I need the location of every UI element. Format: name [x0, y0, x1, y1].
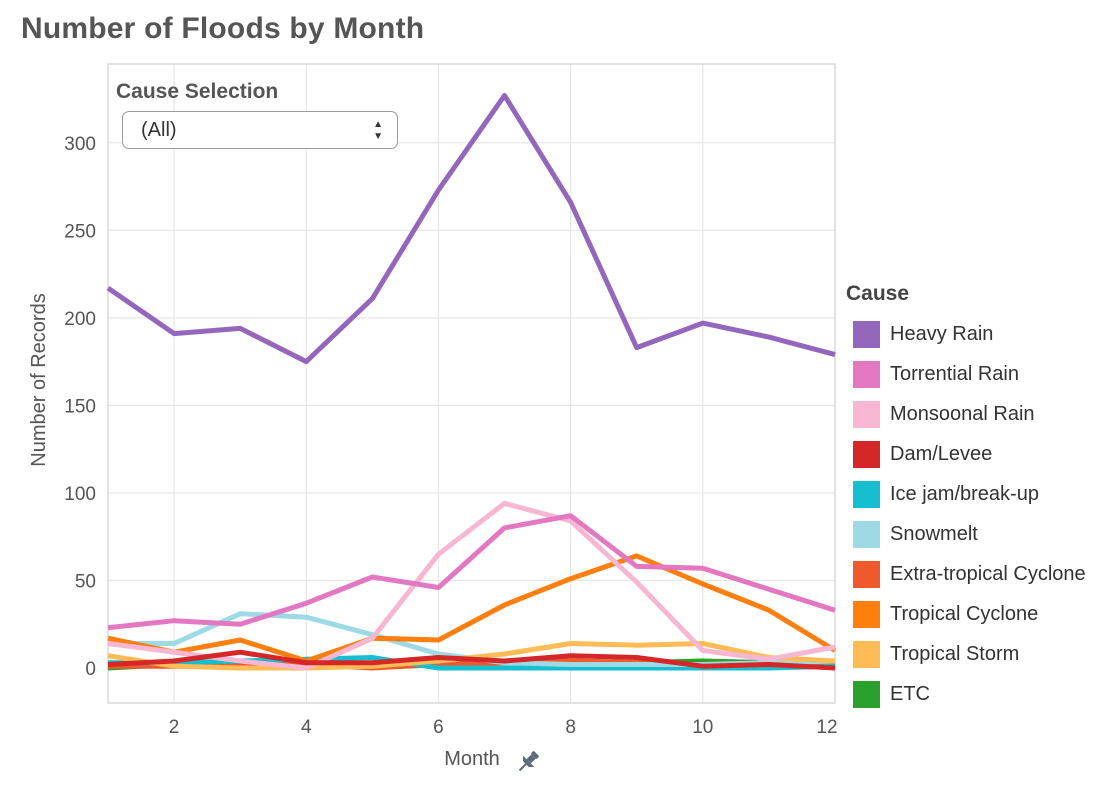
legend-swatch — [853, 320, 880, 348]
series-line-tropical-cyclone[interactable] — [107, 553, 837, 664]
legend-label: Tropical Storm — [890, 642, 1020, 665]
legend-swatch — [853, 480, 880, 508]
legend-item-ice-jam-break-up[interactable]: Ice jam/break-up — [846, 474, 1086, 514]
pin-icon[interactable] — [514, 748, 542, 781]
y-axis-label: Number of Records — [28, 293, 50, 466]
legend: Cause Heavy Rain Torrential Rain Monsoonal… — [846, 282, 1086, 714]
y-tick-label: 200 — [64, 309, 96, 330]
series-line-torrential-rain[interactable] — [107, 513, 836, 631]
series-line-dam-levee[interactable] — [107, 649, 836, 671]
legend-label: ETC — [890, 682, 930, 705]
legend-item-heavy-rain[interactable]: Heavy Rain — [846, 314, 1086, 354]
legend-label: Monsoonal Rain — [890, 402, 1035, 425]
x-tick-label: 6 — [433, 717, 444, 738]
cause-select-value: (All) — [141, 119, 177, 141]
series-line-monsoonal-rain[interactable] — [107, 500, 836, 671]
legend-swatch — [853, 680, 880, 708]
chart-title: Number of Floods by Month — [21, 12, 425, 45]
legend-swatch — [853, 400, 880, 428]
legend-item-tropical-cyclone[interactable]: Tropical Cyclone — [846, 594, 1086, 634]
legend-item-dam-levee[interactable]: Dam/Levee — [846, 434, 1086, 474]
legend-label: Torrential Rain — [890, 362, 1019, 385]
legend-item-monsoonal-rain[interactable]: Monsoonal Rain — [846, 394, 1086, 434]
legend-label: Snowmelt — [890, 522, 978, 545]
series-lines — [106, 93, 837, 671]
x-tick-label: 10 — [692, 717, 713, 738]
series-line-heavy-rain[interactable] — [106, 93, 836, 365]
legend-label: Ice jam/break-up — [890, 482, 1039, 505]
x-tick-label: 12 — [816, 717, 837, 738]
y-tick-label: 150 — [64, 396, 96, 417]
x-axis-label: Month — [444, 748, 500, 770]
legend-label: Extra-tropical Cyclone — [890, 562, 1086, 585]
y-tick-label: 250 — [64, 221, 96, 242]
cause-filter: Cause Selection (All) ▲ ▼ — [116, 80, 398, 149]
legend-item-extra-tropical-cyclone[interactable]: Extra-tropical Cyclone — [846, 554, 1086, 594]
filter-label: Cause Selection — [116, 80, 279, 103]
x-tick-label: 8 — [565, 717, 576, 738]
legend-item-tropical-storm[interactable]: Tropical Storm — [846, 634, 1086, 674]
legend-swatch — [853, 600, 880, 628]
y-tick-label: 50 — [75, 571, 96, 592]
legend-swatch — [853, 640, 880, 668]
x-tick-label: 4 — [301, 717, 312, 738]
legend-label: Tropical Cyclone — [890, 602, 1039, 625]
legend-swatch — [853, 440, 880, 468]
legend-item-snowmelt[interactable]: Snowmelt — [846, 514, 1086, 554]
legend-swatch — [853, 360, 880, 388]
cause-select[interactable]: (All) ▲ ▼ — [122, 111, 398, 149]
y-tick-label: 0 — [85, 659, 96, 680]
legend-items: Heavy Rain Torrential Rain Monsoonal Rain D… — [846, 314, 1086, 714]
legend-item-torrential-rain[interactable]: Torrential Rain — [846, 354, 1086, 394]
legend-label: Dam/Levee — [890, 442, 993, 465]
legend-swatch — [853, 560, 880, 588]
legend-title: Cause — [846, 282, 910, 305]
gridlines — [108, 64, 836, 703]
legend-swatch — [853, 520, 880, 548]
x-tick-label: 2 — [169, 717, 180, 738]
select-arrows-icon: ▲ ▼ — [373, 119, 383, 142]
y-tick-label: 100 — [64, 484, 96, 505]
legend-label: Heavy Rain — [890, 322, 994, 345]
legend-item-etc[interactable]: ETC — [846, 674, 1086, 714]
y-tick-label: 300 — [64, 134, 96, 155]
axis-ticks: 0 50 100 150 200 250 300 2 4 6 8 10 12 — [64, 134, 837, 738]
plot-area — [107, 63, 836, 704]
